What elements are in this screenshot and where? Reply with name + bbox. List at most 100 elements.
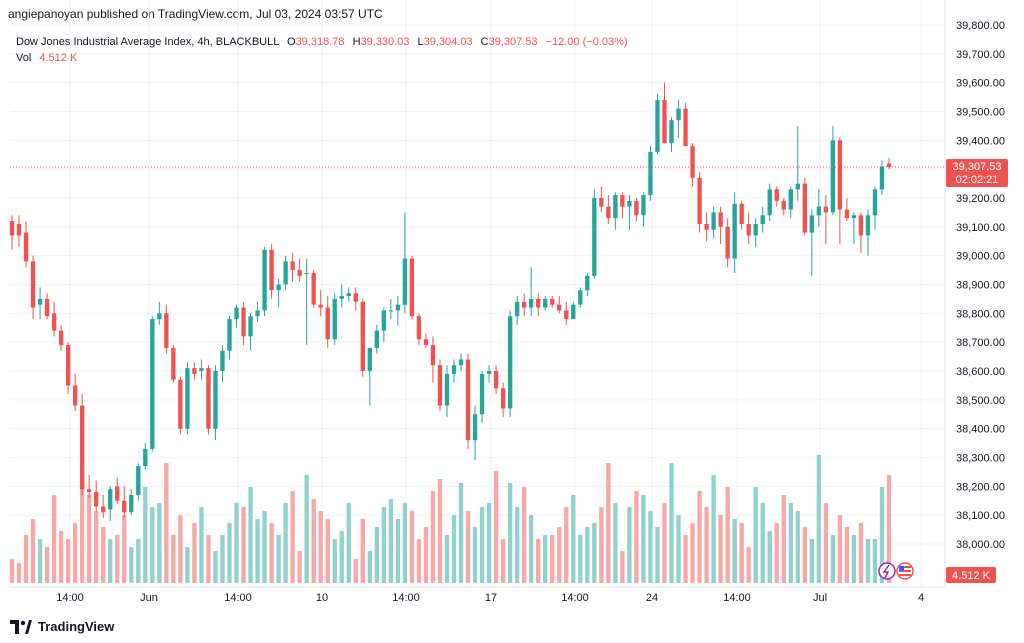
candle-body — [550, 298, 555, 305]
candle-body — [543, 298, 548, 308]
candle-body — [514, 301, 520, 317]
candle-body — [16, 223, 22, 236]
price-tick-label: 39,200.00 — [956, 193, 1005, 205]
candle-body — [620, 195, 625, 207]
candle-body — [753, 223, 758, 236]
volume-bar — [648, 511, 653, 583]
volume-bar — [788, 503, 793, 583]
volume-bar — [500, 539, 506, 583]
candle-body — [641, 195, 646, 216]
volume-bar — [795, 511, 800, 583]
candle-body — [809, 215, 814, 233]
candle-body — [613, 195, 618, 219]
candle-body — [472, 414, 478, 441]
candle-body — [795, 183, 800, 190]
candle-body — [115, 486, 120, 501]
low-value: 39,304.03 — [424, 36, 473, 48]
candle-body — [521, 301, 527, 308]
price-tick-label: 39,000.00 — [956, 251, 1005, 263]
volume-bar — [830, 535, 836, 583]
price-tick-label: 38,300.00 — [956, 453, 1005, 465]
volume-bar — [318, 511, 323, 583]
volume-bar — [16, 563, 22, 583]
candle-body — [844, 209, 850, 219]
candle-body — [395, 304, 401, 311]
candle-body — [718, 212, 723, 227]
volume-bar — [578, 535, 583, 583]
last-price-value: 39,307.53 — [953, 161, 1002, 173]
candle-body — [297, 270, 302, 276]
volume-bar — [493, 471, 499, 583]
volume-bar — [711, 475, 716, 583]
volume-bar — [44, 547, 50, 583]
candle-body — [283, 261, 288, 285]
candles — [9, 82, 892, 521]
candle-body — [101, 506, 106, 513]
change-value: −12.00 (−0.03%) — [546, 36, 628, 48]
volume-bar — [781, 495, 786, 583]
volume-bar — [521, 487, 527, 583]
candle-body — [213, 371, 218, 429]
time-axis[interactable]: 14:00 Jun 14:00 10 14:00 17 14:00 24 14:00 Jul 4 — [56, 592, 924, 604]
chart-legend: Dow Jones Industrial Average Index, 4h, … — [16, 36, 628, 48]
volume-bar — [465, 511, 471, 583]
candle-body — [767, 189, 772, 216]
price-tick-label: 39,600.00 — [956, 78, 1005, 90]
candle-body — [725, 226, 730, 259]
candle-body — [367, 347, 372, 371]
volume-bar — [136, 539, 141, 583]
volume-bar — [23, 535, 29, 583]
candle-body — [634, 200, 639, 216]
candle-body — [30, 261, 36, 308]
tradingview-logo[interactable]: TradingView — [10, 619, 114, 634]
price-tick-label: 38,100.00 — [956, 510, 1005, 522]
low-label: L — [418, 36, 424, 48]
volume-bar — [290, 491, 295, 583]
time-tick-label: Jul — [813, 592, 827, 604]
candle-body — [9, 221, 15, 236]
volume-bar — [381, 507, 387, 583]
price-tick-label: 39,700.00 — [956, 49, 1005, 61]
volume-bar — [101, 527, 106, 583]
price-tick-label: 39,100.00 — [956, 222, 1005, 234]
candle-body — [676, 108, 681, 121]
volume-bar — [746, 547, 751, 583]
volume-bar — [774, 523, 779, 583]
volume-bar — [592, 523, 597, 583]
time-tick-label: 14:00 — [56, 592, 84, 604]
candle-body — [423, 339, 429, 346]
price-axis[interactable]: 39,800.00 39,700.00 39,600.00 39,500.00 39,4… — [956, 20, 1005, 551]
candle-body — [108, 489, 113, 510]
volume-bar — [311, 499, 316, 583]
volume-bar — [486, 503, 492, 583]
candle-body — [830, 140, 836, 213]
candle-body — [816, 206, 822, 216]
candle-body — [571, 304, 576, 320]
published-by-header: angiepanoyan published on TradingView.co… — [8, 7, 383, 21]
volume-bar — [676, 515, 681, 583]
volume-bar — [514, 507, 520, 583]
candle-body — [72, 385, 78, 406]
candle-body — [290, 261, 295, 271]
volume-bar — [402, 503, 408, 583]
candle-body — [858, 215, 864, 236]
candle-body — [865, 215, 871, 236]
volume-bar — [339, 531, 344, 583]
volume-bar — [269, 523, 274, 583]
candle-body — [353, 293, 358, 302]
time-tick-label: Jun — [140, 592, 158, 604]
candle-body — [823, 206, 829, 213]
dividend-event-icon[interactable] — [878, 562, 896, 580]
candle-body — [339, 296, 344, 299]
candle-body — [269, 249, 274, 291]
us-flag-event-icon[interactable] — [896, 562, 914, 580]
volume-bar — [851, 535, 857, 583]
candle-body — [37, 298, 43, 305]
candle-body — [592, 198, 597, 276]
volume-bar — [690, 523, 695, 583]
candle-body — [318, 304, 323, 308]
candle-body — [746, 223, 751, 236]
candle-body — [199, 368, 204, 371]
volume-bar — [437, 479, 443, 583]
